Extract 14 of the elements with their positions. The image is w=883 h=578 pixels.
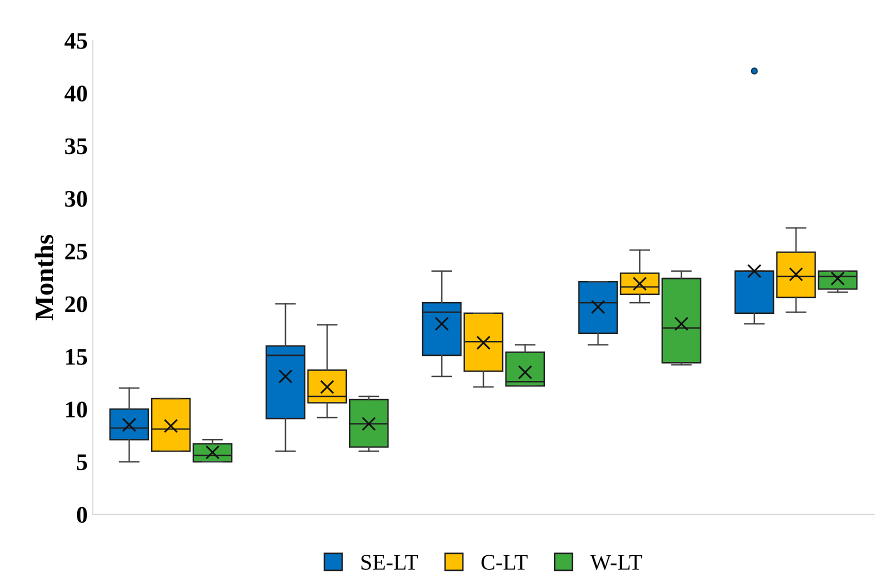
y-tick-label: 20 [65,296,87,312]
y-axis-title: Months [34,234,54,320]
y-tick-label: 30 [65,190,87,207]
y-tick-label: 40 [64,86,87,102]
legend-label: C-LT [482,554,528,570]
legend-label: SE-LT [361,554,418,570]
y-tick-label: 35 [65,138,87,154]
y-tick-label: 25 [65,244,87,260]
y-tick-label: 5 [76,454,87,470]
y-tick-label: 10 [66,402,87,418]
legend-label: W-LT [590,555,642,570]
y-tick-label: 0 [76,506,87,523]
y-tick-label: 45 [64,33,87,49]
y-tick-label: 15 [66,349,87,365]
